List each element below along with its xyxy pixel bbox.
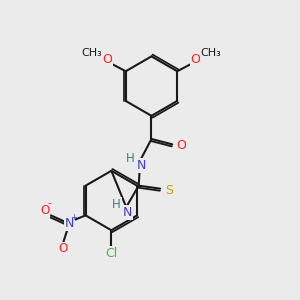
Text: -: - bbox=[47, 199, 51, 208]
Text: O: O bbox=[40, 204, 50, 217]
Text: O: O bbox=[58, 242, 68, 256]
Text: CH₃: CH₃ bbox=[201, 48, 221, 59]
Text: +: + bbox=[70, 213, 77, 222]
Text: S: S bbox=[165, 184, 173, 196]
Text: H: H bbox=[112, 198, 121, 211]
Text: O: O bbox=[102, 53, 112, 66]
Text: N: N bbox=[123, 206, 132, 219]
Text: O: O bbox=[191, 53, 201, 66]
Text: N: N bbox=[137, 159, 146, 172]
Text: Cl: Cl bbox=[105, 247, 118, 260]
Text: CH₃: CH₃ bbox=[82, 48, 102, 59]
Text: N: N bbox=[64, 217, 74, 230]
Text: H: H bbox=[126, 152, 135, 164]
Text: O: O bbox=[176, 139, 186, 152]
